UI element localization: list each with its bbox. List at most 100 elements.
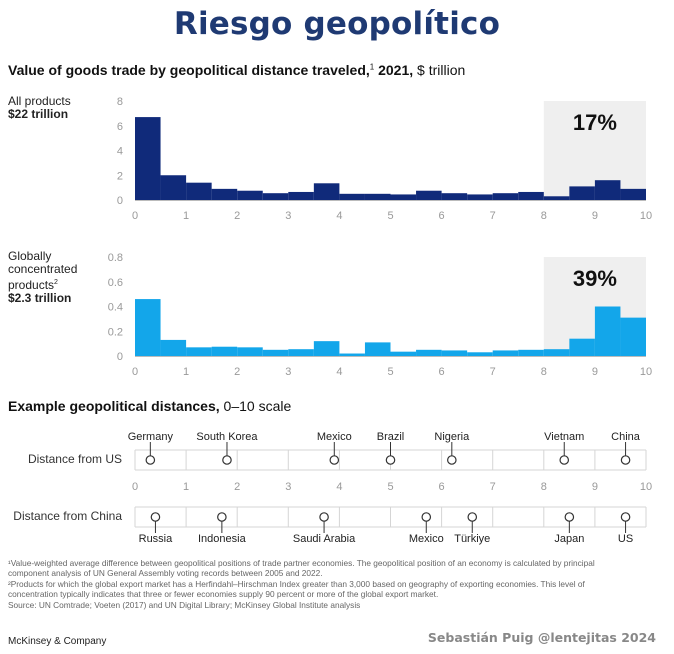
examples-xtick-label: 8 <box>541 481 547 493</box>
examples-xtick-label: 10 <box>640 481 652 493</box>
chart2-svg: 0 0.2 0.4 0.6 0.8 0 1 2 3 4 5 6 7 8 9 10 39% <box>108 252 652 378</box>
chart1-bar <box>135 117 161 200</box>
examples-point-marker <box>222 455 232 465</box>
examples-row-label: Distance from US <box>28 452 122 466</box>
examples-point-marker <box>447 455 457 465</box>
chart2-label: Globally concentrated products <box>8 249 78 292</box>
chart1-bar <box>492 193 519 200</box>
chart2-bar <box>620 317 646 356</box>
chart1-ytick-label: 8 <box>117 96 123 108</box>
examples-point-label: Brazil <box>377 431 405 443</box>
chart2-bar <box>288 349 314 356</box>
chart2-bar <box>186 347 212 356</box>
chart1-bar <box>543 196 570 200</box>
examples-point-marker <box>329 455 340 465</box>
chart1-xtick-label: 4 <box>336 210 342 222</box>
examples-point-marker <box>385 455 396 465</box>
chart2-bar <box>543 349 570 356</box>
chart1-bar <box>288 191 314 200</box>
chart-heading-year: 2021, <box>374 62 414 78</box>
chart2-bar <box>441 350 468 356</box>
footnote-line: component analysis of UN General Assembl… <box>8 568 323 579</box>
chart2-bar <box>416 349 442 356</box>
examples-point-marker <box>217 512 227 522</box>
chart2-xtick-label: 4 <box>336 366 342 378</box>
examples-heading: Example geopolitical distances, 0–10 sca… <box>8 398 291 414</box>
examples-point-label: Japan <box>554 533 584 545</box>
examples-xtick-label: 4 <box>336 481 342 493</box>
chart1-xtick-label: 6 <box>439 210 445 222</box>
chart-heading-unit: $ trillion <box>413 62 466 78</box>
chart1-bar <box>620 188 646 200</box>
examples-point-marker <box>559 455 570 465</box>
examples-heading-rest: 0–10 scale <box>219 398 292 414</box>
footnote-line: ¹Value-weighted average difference betwe… <box>8 558 595 568</box>
examples-point-marker <box>319 512 329 522</box>
chart2-bar <box>135 299 161 356</box>
chart1-bar <box>339 193 365 200</box>
examples-point-label: Türkiye <box>454 533 490 545</box>
chart1-bar <box>390 194 417 200</box>
chart2-bar <box>492 350 519 356</box>
examples-point-label: US <box>618 533 633 545</box>
examples-point-label: Vietnam <box>544 431 584 443</box>
chart1-bar <box>569 186 595 200</box>
chart2-xtick-label: 7 <box>490 366 496 378</box>
footnote-line: ²Products for which the global export ma… <box>8 578 585 589</box>
examples-point-marker <box>467 512 478 522</box>
chart1-bar <box>441 193 468 200</box>
chart1-ytick-label: 0 <box>117 195 123 207</box>
chart2-bar <box>467 352 493 356</box>
chart2-xtick-label: 5 <box>387 366 393 378</box>
examples-point-marker <box>564 512 575 522</box>
chart2-bar <box>262 349 289 356</box>
chart2-bar <box>339 353 365 356</box>
footnote-line: concentration typically indicates that t… <box>8 589 439 600</box>
chart2-bar <box>594 306 621 356</box>
examples-point-label: Indonesia <box>198 533 247 545</box>
examples-point-label: Mexico <box>409 533 444 545</box>
chart2-ytick-label: 0.2 <box>108 326 123 338</box>
examples-point-marker <box>620 512 631 522</box>
chart2-bar <box>211 346 238 356</box>
chart2-bar <box>518 349 544 356</box>
footnotes: ¹Value-weighted average difference betwe… <box>8 558 658 610</box>
chart2-ytick-label: 0.8 <box>108 252 123 264</box>
examples-xtick-label: 6 <box>439 481 445 493</box>
chart1-xtick-label: 3 <box>285 210 291 222</box>
chart2-xtick-label: 9 <box>592 366 598 378</box>
chart1-xtick-label: 9 <box>592 210 598 222</box>
chart2-xtick-label: 6 <box>439 366 445 378</box>
chart2-xtick-label: 10 <box>640 366 652 378</box>
chart1-xtick-label: 8 <box>541 210 547 222</box>
chart1-side-label: All products $22 trillion <box>8 95 71 121</box>
chart1-ytick-label: 6 <box>117 121 123 133</box>
examples-point-marker <box>421 512 432 522</box>
examples-xtick-label: 9 <box>592 481 598 493</box>
chart1-xtick-label: 2 <box>234 210 240 222</box>
chart1-bar <box>160 175 187 200</box>
footnote-line: Source: UN Comtrade; Voeten (2017) and U… <box>8 599 361 610</box>
examples-xtick-label: 7 <box>490 481 496 493</box>
chart-heading: Value of goods trade by geopolitical dis… <box>8 62 465 78</box>
examples-point-label: Germany <box>128 431 174 443</box>
chart2-xtick-label: 2 <box>234 366 240 378</box>
chart1-ytick-label: 2 <box>117 170 123 182</box>
examples-xtick-label: 5 <box>387 481 393 493</box>
chart1-xtick-label: 10 <box>640 210 652 222</box>
chart2-total: $2.3 trillion <box>8 291 72 305</box>
chart1-label: All products <box>8 94 71 108</box>
chart1-xtick-label: 5 <box>387 210 393 222</box>
examples-svg: 0 1 2 3 4 5 6 7 8 9 10 Distance from US Germany South… <box>13 431 652 545</box>
chart-heading-bold: Value of goods trade by geopolitical dis… <box>8 62 370 78</box>
examples-point-label: Russia <box>139 533 174 545</box>
chart2-label-sup: 2 <box>54 279 58 286</box>
chart2-shaded-label: 39% <box>573 266 617 291</box>
credit: Sebastián Puig @lentejitas 2024 <box>427 630 656 645</box>
examples-xtick-label: 2 <box>234 481 240 493</box>
examples-point-label: Nigeria <box>434 431 470 443</box>
chart2-bar <box>569 338 595 356</box>
chart1-total: $22 trillion <box>8 107 69 121</box>
chart1-bar <box>467 194 493 200</box>
examples-row-label: Distance from China <box>13 509 122 523</box>
